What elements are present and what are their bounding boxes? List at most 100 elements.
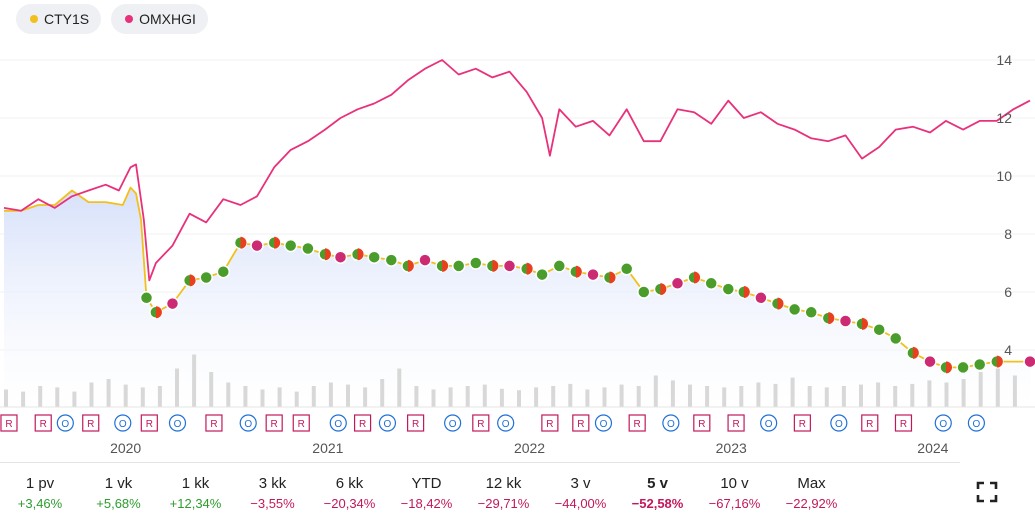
trade-marker	[301, 241, 315, 256]
volume-bar	[311, 386, 316, 407]
volume-bar	[106, 379, 111, 407]
event-marker-r	[793, 414, 811, 432]
legend-chip-cty1s[interactable]: CTY1S	[16, 4, 102, 34]
volume-bar	[243, 386, 248, 407]
trade-marker	[872, 322, 886, 337]
event-marker-label: R	[799, 419, 806, 430]
period-label: 10 v	[720, 475, 749, 492]
period-1vk[interactable]: 1 vk +5,68%	[80, 463, 157, 522]
expand-icon[interactable]	[976, 481, 998, 503]
volume-bar	[517, 390, 521, 407]
event-marker-label: O	[244, 419, 252, 430]
volume-bar	[841, 386, 846, 407]
event-marker-o	[239, 414, 257, 432]
trade-marker	[216, 264, 231, 279]
trade-marker-half	[777, 297, 784, 310]
volume-bar	[431, 389, 436, 407]
omxhgi-dot	[125, 15, 134, 23]
trade-marker	[670, 276, 685, 291]
price-chart[interactable]: R R O R O R O R O R R O R O R O R O R R O R O R R O R O R R O O 4 6 8 10 12 1…	[0, 0, 1035, 462]
volume-bar	[482, 384, 487, 407]
trade-marker	[637, 285, 651, 299]
volume-bar	[380, 379, 385, 407]
period-12kk[interactable]: 12 kk −29,71%	[465, 463, 542, 522]
period-label: 5 v	[647, 475, 668, 492]
event-marker-r	[693, 414, 711, 432]
period-ytd[interactable]: YTD −18,42%	[388, 463, 465, 522]
volume-bar	[4, 389, 8, 407]
event-marker-label: R	[698, 419, 705, 430]
event-marker-label: R	[359, 419, 366, 430]
y-tick-label: 10	[996, 168, 1012, 184]
volume-bar	[346, 384, 350, 407]
volume-bar	[636, 386, 641, 407]
volume-bar	[534, 387, 539, 407]
period-1kk[interactable]: 1 kk +12,34%	[157, 463, 234, 522]
period-max[interactable]: Max −22,92%	[773, 463, 850, 522]
trade-marker-half	[609, 271, 616, 284]
period-5v[interactable]: 5 v −52,58%	[619, 463, 696, 522]
y-tick-label: 14	[996, 52, 1012, 68]
trade-marker	[619, 262, 634, 276]
volume-bar	[619, 384, 624, 407]
event-marker-label: R	[577, 419, 584, 430]
x-tick-label: 2021	[312, 440, 343, 456]
period-label: 6 kk	[335, 475, 364, 492]
volume-bar	[961, 379, 966, 407]
trade-marker-half	[575, 265, 582, 278]
volume-bar	[209, 372, 214, 407]
trade-marker	[502, 259, 517, 273]
trade-marker	[552, 259, 567, 273]
volume-bar	[260, 389, 265, 407]
period-label: 1 vk	[104, 475, 133, 492]
event-marker-r	[292, 414, 310, 432]
trade-marker-half	[407, 259, 414, 272]
volume-bar	[995, 368, 1000, 407]
volume-bar	[893, 386, 898, 407]
event-marker-r	[541, 414, 559, 432]
y-tick-label: 4	[1004, 342, 1012, 358]
trade-marker	[165, 296, 180, 311]
volume-bar	[328, 382, 333, 407]
event-marker-label: O	[939, 419, 947, 430]
event-marker-r	[353, 414, 372, 432]
event-marker-label: O	[61, 419, 69, 430]
period-change: −3,55%	[250, 496, 295, 511]
event-marker-label: R	[271, 419, 278, 430]
volume-bar	[978, 372, 983, 407]
event-marker-o	[594, 414, 613, 432]
volume-bar	[363, 387, 368, 407]
volume-bar	[397, 368, 402, 407]
volume-bar	[226, 382, 231, 407]
period-1pv[interactable]: 1 pv +3,46%	[0, 463, 80, 522]
period-3kk[interactable]: 3 kk −3,55%	[234, 463, 311, 522]
trade-marker	[956, 360, 970, 375]
event-marker-label: O	[502, 419, 510, 430]
volume-bar	[38, 386, 43, 407]
event-marker-r	[265, 414, 283, 432]
trade-marker	[586, 267, 600, 282]
event-marker-o	[378, 414, 397, 432]
event-marker-label: O	[174, 419, 182, 430]
event-marker-label: O	[600, 419, 608, 430]
event-marker-label: O	[835, 419, 843, 430]
legend-chip-omxhgi[interactable]: OMXHGI	[111, 4, 208, 34]
volume-bar	[653, 375, 658, 407]
period-10v[interactable]: 10 v −67,16%	[696, 463, 773, 522]
volume-bar	[192, 354, 197, 407]
event-marker-r	[894, 414, 913, 432]
trade-marker-half	[325, 248, 331, 261]
period-6kk[interactable]: 6 kk −20,34%	[311, 463, 388, 522]
volume-bar	[927, 380, 932, 407]
event-marker-label: R	[40, 419, 47, 430]
event-marker-label: O	[667, 419, 675, 430]
legend-label-cty1s: CTY1S	[44, 11, 90, 27]
volume-bar	[568, 383, 573, 407]
period-change: −29,71%	[477, 496, 530, 511]
volume-bar	[688, 384, 692, 407]
period-3v[interactable]: 3 v −44,00%	[542, 463, 619, 522]
event-marker-label: O	[119, 419, 127, 430]
trade-marker	[250, 238, 264, 253]
event-marker-o	[662, 414, 680, 432]
volume-bar	[1012, 375, 1017, 407]
